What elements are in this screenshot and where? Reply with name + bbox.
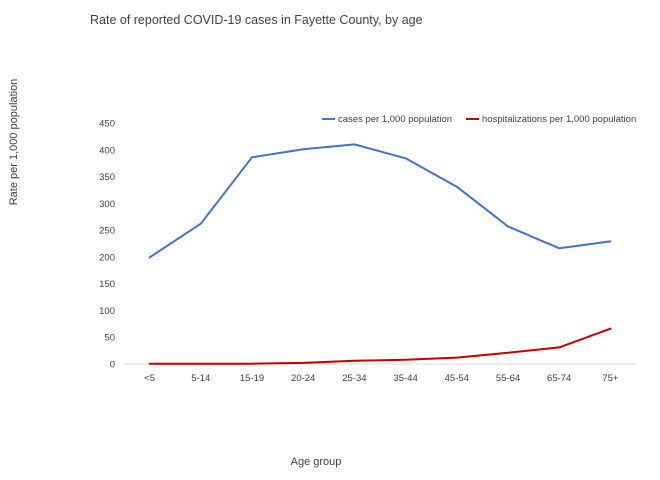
series-line-1 [148,143,612,259]
legend: cases per 1,000 population hospitalizatio… [322,114,636,125]
chart-title: Rate of reported COVID-19 cases in Fayet… [90,13,423,27]
y-tick-label: 400 [99,145,115,156]
y-tick-label: 150 [99,279,115,290]
x-axis-title: Age group [291,456,342,468]
x-tick-label: 35-44 [393,373,417,384]
x-tick-label: 25-34 [342,373,366,384]
y-tick-label: 200 [99,252,115,263]
series-lines [148,143,612,365]
y-tick-label: 0 [110,360,115,371]
x-tick-label: 75+ [602,373,619,384]
x-tick-label: 55-64 [496,373,520,384]
y-tick-label: 250 [99,226,115,237]
x-tick-label: 65-74 [547,373,571,384]
y-tick-label: 450 [99,119,115,130]
y-tick-label: 50 [104,333,115,344]
y-tick-label: 300 [99,199,115,210]
legend-label: hospitalizations per 1,000 population [482,114,636,125]
y-axis-title: Rate per 1,000 population [8,79,20,206]
x-tick-label: 20-24 [291,373,315,384]
x-tick-label: 45-54 [445,373,469,384]
y-axis-ticks: 0 50 100 150 200 250 300 350 400 450 [99,119,115,371]
legend-label: cases per 1,000 population [338,114,452,125]
x-tick-label: 5-14 [191,373,210,384]
y-tick-label: 350 [99,172,115,183]
y-tick-label: 100 [99,306,115,317]
x-tick-label: <5 [144,373,155,384]
x-tick-label: 15-19 [240,373,264,384]
x-axis-ticks: <5 5-14 15-19 20-24 25-34 35-44 45-54 55-64 65-7… [144,373,619,384]
series-line-2 [148,327,612,365]
